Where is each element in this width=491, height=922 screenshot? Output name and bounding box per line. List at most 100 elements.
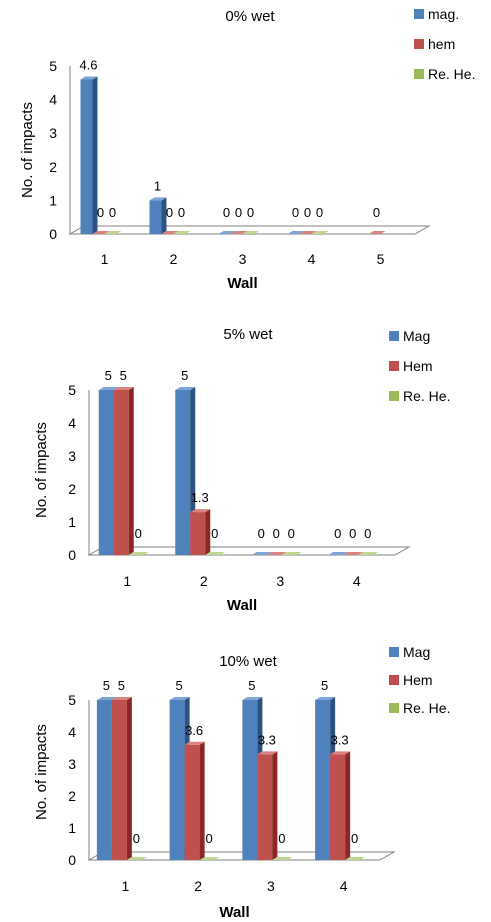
data-label: 0 (373, 205, 380, 220)
bar-top (111, 697, 132, 700)
x-tick-label: 4 (308, 251, 316, 267)
bar-top (230, 231, 248, 234)
bar-top (184, 741, 205, 745)
data-label: 5 (321, 678, 328, 693)
bar-mag--4 (287, 231, 305, 235)
legend-label: Re. He. (403, 388, 450, 404)
bar-re-he--2 (199, 857, 220, 861)
legend-label: hem (428, 36, 455, 52)
bar-top (190, 509, 211, 513)
bar-front (190, 512, 206, 555)
bar-top (242, 231, 260, 234)
bar-hem-2 (161, 231, 179, 235)
chart-title: 10% wet (219, 653, 277, 670)
bar-top (315, 697, 336, 700)
legend-label: Mag (403, 644, 430, 660)
y-tick-label: 3 (49, 125, 57, 141)
data-label: 5 (120, 368, 127, 383)
data-label: 0 (247, 205, 254, 220)
x-tick-label: 2 (194, 878, 202, 894)
bar-top (173, 231, 191, 234)
bar-hem-1 (111, 697, 132, 860)
legend-swatch-3 (414, 69, 424, 79)
bar-hem-1 (92, 231, 110, 235)
bar-side (205, 509, 211, 555)
bar-re-he--2 (205, 552, 226, 556)
data-label: 5 (105, 368, 112, 383)
bar-top (299, 231, 317, 234)
bar-top (345, 857, 366, 860)
legend-swatch-1 (414, 9, 424, 19)
legend-swatch-1 (389, 331, 399, 341)
x-axis-title: Wall (219, 904, 249, 921)
legend-swatch-3 (389, 703, 399, 713)
data-label: 0 (278, 831, 285, 846)
x-tick-label: 2 (170, 251, 178, 267)
x-tick-label: 3 (267, 878, 275, 894)
bar-top (96, 697, 117, 700)
legend-label: Hem (403, 672, 433, 688)
data-label: 0 (97, 205, 104, 220)
data-label: 0 (223, 205, 230, 220)
y-tick-label: 3 (68, 756, 76, 772)
legend-label: Re. He. (428, 66, 475, 82)
y-tick-label: 4 (49, 92, 57, 108)
legend-label: Hem (403, 358, 433, 374)
data-label: 5 (248, 678, 255, 693)
data-label: 5 (103, 678, 110, 693)
y-tick-label: 1 (68, 514, 76, 530)
bar-hem-5 (368, 231, 386, 235)
bar-top (358, 552, 379, 555)
bar-mag--1 (80, 76, 98, 234)
bar-side (345, 751, 351, 860)
data-label: 0 (288, 526, 295, 541)
x-axis-title: Wall (227, 275, 257, 292)
y-axis-title: No. of impacts (33, 422, 50, 518)
data-label: 5 (176, 678, 183, 693)
bar-side (92, 76, 98, 234)
data-label: 1 (154, 178, 161, 193)
x-tick-label: 1 (121, 878, 129, 894)
bar-hem-3 (257, 751, 278, 860)
bar-top (266, 552, 287, 555)
y-tick-label: 2 (68, 788, 76, 804)
bar-hem-2 (190, 509, 211, 555)
bar-top (126, 857, 147, 860)
bar-front (113, 390, 129, 555)
y-tick-label: 0 (68, 852, 76, 868)
bar-top (149, 197, 167, 201)
y-tick-label: 5 (49, 58, 57, 74)
data-label: 0 (349, 526, 356, 541)
bar-top (98, 387, 119, 390)
bar-top (368, 231, 386, 234)
bar-re-he--1 (128, 552, 149, 556)
bar-front (80, 79, 93, 234)
bar-top (169, 697, 190, 700)
legend-swatch-2 (389, 675, 399, 685)
bar-hem-3 (266, 552, 287, 556)
bar-re-he--2 (173, 231, 191, 235)
bar-mag--2 (149, 197, 167, 234)
bar-top (343, 552, 364, 555)
bar-front (315, 700, 331, 860)
bar-front (175, 390, 191, 555)
data-label: 3.3 (331, 732, 349, 747)
y-tick-label: 5 (68, 692, 76, 708)
bar-front (242, 700, 258, 860)
x-tick-label: 4 (353, 573, 361, 589)
bar-top (161, 231, 179, 234)
y-tick-label: 4 (68, 415, 76, 431)
bar-top (199, 857, 220, 860)
bar-re-he--4 (311, 231, 329, 235)
legend-swatch-1 (389, 647, 399, 657)
bar-top (272, 857, 293, 860)
data-label: 0 (211, 526, 218, 541)
data-label: 0 (304, 205, 311, 220)
x-tick-label: 5 (377, 251, 385, 267)
bar-re-he--4 (345, 857, 366, 861)
bar-front (169, 700, 185, 860)
bar-hem-2 (184, 741, 205, 860)
bar-top (257, 751, 278, 755)
